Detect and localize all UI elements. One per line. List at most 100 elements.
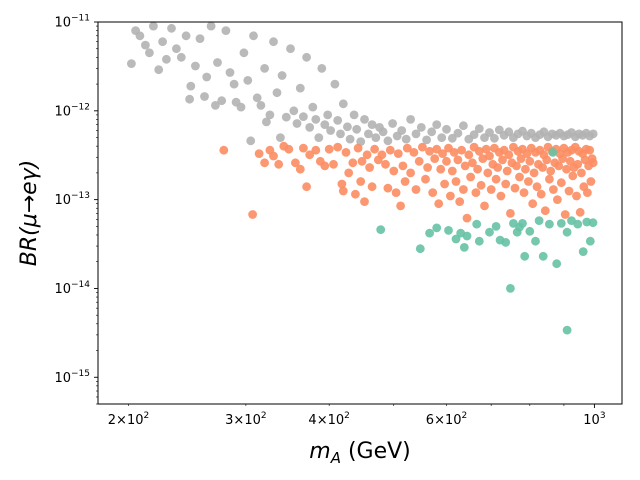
gray-point bbox=[158, 37, 168, 47]
gray-point bbox=[239, 48, 249, 58]
orange-point bbox=[377, 150, 387, 160]
gray-point bbox=[213, 58, 222, 67]
orange-point bbox=[351, 189, 360, 199]
y-tick-label: 10−13 bbox=[54, 191, 90, 208]
gray-point bbox=[221, 26, 231, 35]
orange-point bbox=[421, 174, 430, 184]
orange-point bbox=[542, 155, 552, 165]
orange-point bbox=[585, 145, 595, 155]
gray-point bbox=[281, 112, 291, 122]
plot-frame bbox=[97, 21, 623, 405]
orange-point bbox=[254, 149, 264, 159]
gray-point bbox=[292, 119, 302, 128]
green-point bbox=[459, 243, 469, 252]
gray-point bbox=[243, 76, 253, 85]
green-point bbox=[506, 284, 515, 293]
orange-point bbox=[451, 177, 461, 186]
green-point bbox=[588, 218, 598, 228]
gray-point bbox=[371, 133, 381, 143]
gray-point bbox=[277, 71, 287, 80]
plot-area bbox=[98, 22, 622, 404]
gray-point bbox=[217, 96, 227, 106]
gray-point bbox=[167, 23, 176, 33]
orange-point bbox=[329, 159, 338, 169]
orange-point bbox=[575, 207, 585, 217]
orange-point bbox=[219, 145, 229, 155]
gray-point bbox=[343, 122, 352, 132]
green-point bbox=[534, 216, 544, 226]
orange-point bbox=[532, 182, 542, 192]
orange-point bbox=[442, 156, 451, 166]
green-point bbox=[518, 219, 527, 228]
gray-point bbox=[295, 83, 305, 93]
orange-point bbox=[502, 166, 512, 176]
orange-point bbox=[474, 146, 484, 156]
orange-point bbox=[588, 158, 598, 168]
green-point bbox=[491, 222, 501, 231]
gray-point bbox=[469, 130, 479, 140]
orange-point bbox=[367, 182, 377, 192]
orange-point bbox=[554, 161, 564, 171]
orange-point bbox=[338, 186, 348, 196]
green-point bbox=[552, 259, 562, 269]
y-axis-ticks: 10−15 10−14 10−13 10−12 10−11 bbox=[54, 14, 98, 405]
orange-point bbox=[385, 145, 395, 155]
green-point bbox=[525, 226, 535, 236]
gray-point bbox=[195, 34, 205, 43]
orange-point bbox=[453, 155, 463, 165]
gray-point bbox=[206, 21, 216, 31]
orange-point bbox=[411, 185, 421, 194]
gray-point bbox=[276, 133, 285, 143]
orange-point bbox=[577, 168, 586, 178]
orange-point bbox=[478, 154, 488, 164]
orange-point bbox=[391, 188, 401, 198]
green-point bbox=[462, 231, 472, 241]
orange-point bbox=[400, 177, 410, 186]
green-point bbox=[501, 238, 511, 247]
orange-point bbox=[538, 163, 547, 172]
orange-point bbox=[462, 213, 472, 223]
gray-point bbox=[272, 88, 282, 98]
gray-point bbox=[401, 134, 411, 144]
data-points-layer bbox=[126, 21, 598, 335]
orange-point bbox=[501, 179, 511, 189]
orange-point bbox=[498, 155, 507, 165]
orange-point bbox=[457, 145, 466, 155]
orange-point bbox=[438, 149, 447, 159]
gray-point bbox=[236, 102, 246, 112]
orange-point bbox=[423, 163, 432, 172]
gray-point bbox=[352, 124, 362, 134]
orange-point bbox=[311, 145, 321, 155]
gray-point bbox=[326, 126, 335, 135]
orange-point bbox=[295, 164, 305, 174]
orange-point bbox=[512, 161, 521, 171]
orange-point bbox=[496, 191, 506, 201]
green-point bbox=[545, 219, 554, 229]
gray-point bbox=[323, 110, 333, 120]
green-point bbox=[578, 247, 588, 256]
orange-point bbox=[370, 144, 379, 154]
gray-point bbox=[367, 120, 377, 129]
orange-point bbox=[344, 168, 354, 178]
orange-point bbox=[284, 144, 294, 154]
orange-point bbox=[337, 179, 347, 189]
orange-point bbox=[406, 168, 415, 178]
gray-point bbox=[485, 128, 494, 137]
green-point bbox=[562, 325, 572, 335]
gray-point bbox=[269, 37, 278, 47]
orange-point bbox=[418, 142, 427, 152]
gray-point bbox=[453, 128, 463, 138]
gray-point bbox=[305, 123, 315, 132]
orange-point bbox=[393, 149, 403, 159]
orange-point bbox=[353, 143, 363, 153]
gray-point bbox=[338, 99, 348, 109]
gray-point bbox=[265, 110, 275, 120]
gray-point bbox=[490, 133, 499, 143]
gray-point bbox=[437, 133, 447, 143]
gray-point bbox=[186, 81, 196, 91]
orange-point bbox=[396, 201, 405, 211]
green-point bbox=[538, 251, 548, 261]
orange-point bbox=[425, 146, 434, 156]
orange-point bbox=[546, 166, 556, 176]
